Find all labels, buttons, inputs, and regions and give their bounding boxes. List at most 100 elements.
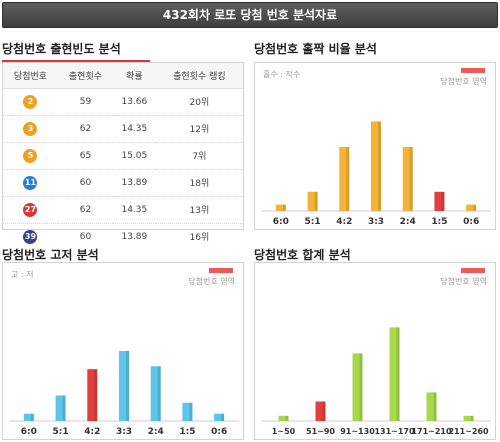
legend-swatch [461,68,485,73]
chart-bar [55,395,66,421]
chart-bar-shade [396,327,400,421]
rank-cell: 13위 [155,196,243,224]
x-tick-label: 2:4 [400,217,416,227]
chart-bar-shade [359,353,363,421]
chart-bar-shade [94,369,98,421]
x-tick-label: 6:0 [21,427,37,437]
x-tick-label: 3:3 [368,217,384,227]
title-underline [2,60,150,62]
high-low-title: 당첨번호 고저 분석 [2,248,99,262]
rate-cell: 13.89 [121,231,148,242]
x-tick-label: 5:1 [53,427,69,437]
ball-cell: 39 [3,223,58,250]
high-low-chart-box: 고 : 저 당첨번호 영역 6:0 5:1 4:2 3:3 2:4 1:5 0:6 [2,262,244,440]
x-tick-label: 1~50 [272,427,296,436]
chart-bar [23,413,34,421]
x-tick-label: 1:5 [179,427,195,437]
table-row: 39 60 13.89 16위 [3,223,243,250]
x-tick-label: 5:1 [305,217,321,227]
frequency-table: 당첨번호 출현횟수 확률 출현횟수 랭킹 2 59 13.66 20위 3 62 14.35… [3,63,243,250]
ball-cell: 3 [3,115,58,143]
x-tick-label: 131~170 [374,427,415,436]
count-cell: 59 [57,88,113,116]
count-cell: 62 [57,115,113,143]
rate-cell: 14.35 [112,196,156,224]
count-cell: 62 [57,196,113,224]
legend-text: 당첨번호 영역 [440,77,487,86]
chart-bar [434,191,445,211]
column-header: 출현횟수 [57,63,113,89]
x-tick-label: 51~90 [306,427,335,436]
rate-cell: 14.35 [112,115,156,143]
lotto-ball: 3 [23,121,38,136]
rank-cell: 12위 [155,115,243,143]
column-header: 출현횟수 랭킹 [155,63,243,89]
chart-bar-shade [282,204,286,211]
table-row: 11 60 13.89 18위 [3,169,243,197]
frequency-panel: 당첨번호 출현빈도 분석 당첨번호 출현횟수 확률 출현횟수 랭킹 2 59 13.… [2,40,244,244]
odd-even-chart-box: 홀수 : 작수 당첨번호 영역 6:0 5:1 4:2 3:3 2:4 1:5 0:6 [254,62,496,230]
chart-bar [426,392,437,421]
x-tick-label: 6:0 [273,217,289,227]
column-header: 확률 [112,63,156,89]
ball-cell: 2 [3,88,58,116]
legend-swatch [461,268,485,273]
legend-swatch [209,268,233,273]
chart-bar-shade [157,366,161,421]
chart-bar [119,350,129,421]
chart-bar-shade [322,401,326,421]
chart-bar-shade [314,191,318,211]
chart-bar [87,369,98,421]
chart-bar-shade [433,392,437,421]
count-cell: 60 [79,231,92,242]
chart-bar-shade [30,413,34,421]
x-tick-label: 2:4 [148,427,164,437]
chart-bar-shade [473,204,477,211]
x-tick-label: 4:2 [336,217,352,227]
chart-bar [389,327,400,421]
chart-bar [371,121,381,211]
lotto-ball: 39 [23,229,38,244]
chart-bar [463,415,474,421]
chart-bar-shade [221,413,225,421]
chart-bar [150,366,161,421]
odd-even-title: 당첨번호 홀짝 비율 분석 [254,42,377,56]
x-tick-label: 0:6 [463,217,479,227]
chart-axis-label: 홀수 : 작수 [263,70,301,79]
ball-cell: 27 [3,196,58,224]
rank-cell: 18위 [155,169,243,197]
table-row: 3 62 14.35 12위 [3,115,243,143]
x-tick-label: 171~210 [411,427,452,436]
odd-even-panel: 당첨번호 홀짝 비율 분석 홀수 : 작수 당첨번호 영역 6:0 5:1 4:2 3… [254,40,496,230]
chart-bar-shade [441,191,445,211]
chart-bar-shade [346,147,350,211]
x-tick-label: 3:3 [116,427,132,437]
x-tick-label: 0:6 [211,427,227,437]
chart-bar [339,147,350,211]
column-header: 당첨번호 [3,63,58,89]
table-row: 2 59 13.66 20위 [3,88,243,116]
chart-bar [182,402,193,421]
x-tick-label: 91~130 [340,427,375,436]
rank-cell: 7위 [155,142,243,170]
rate-cell: 15.05 [112,142,156,170]
lotto-ball: 2 [23,94,38,109]
chart-bar [275,204,286,211]
chart-bar-shade [126,350,129,421]
lotto-ball: 5 [23,148,38,163]
table-header-row: 당첨번호 출현횟수 확률 출현횟수 랭킹 [3,63,243,89]
frequency-table-box: 당첨번호 출현횟수 확률 출현횟수 랭킹 2 59 13.66 20위 3 62 14.35… [2,62,244,244]
high-low-chart: 6:0 5:1 4:2 3:3 2:4 1:5 0:6 [9,350,239,437]
chart-bar [466,204,477,211]
ball-cell: 11 [3,169,58,197]
chart-axis-label: 고 : 저 [11,270,34,279]
sum-chart-box: 당첨번호 영역 1~50 51~90 91~130 131~170 171~210 211… [254,262,496,440]
table-row: 5 65 15.05 7위 [3,142,243,170]
chart-bar [214,413,225,421]
rate-cell: 13.89 [112,169,156,197]
chart-bar [352,353,363,421]
rank-cell: 20위 [155,88,243,116]
chart-bar-shade [285,415,289,421]
count-cell: 65 [57,142,113,170]
